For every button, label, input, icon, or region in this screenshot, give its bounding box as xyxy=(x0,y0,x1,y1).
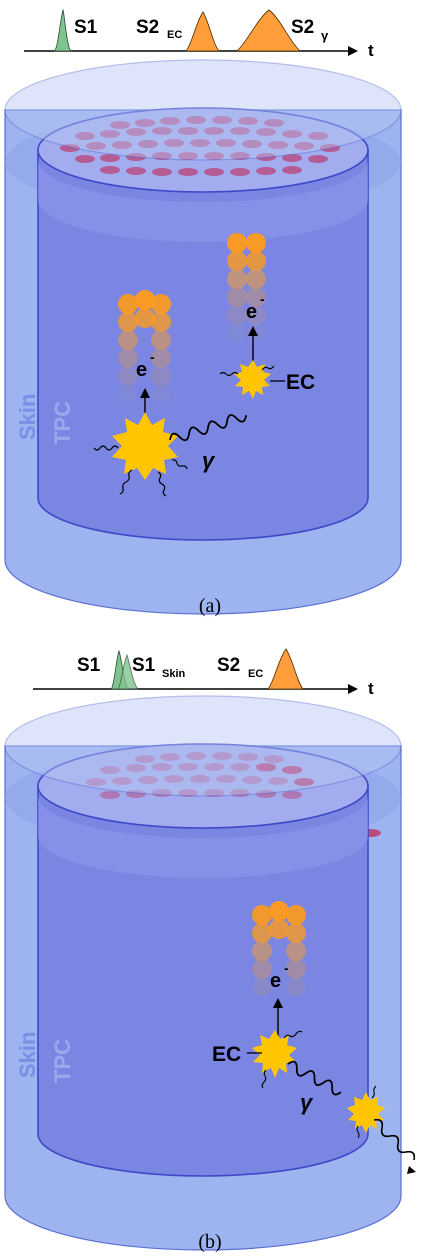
tpc-label: TPC xyxy=(50,401,75,445)
timeline-a: S1 S2 EC S2 γ t xyxy=(24,8,374,60)
electron-cloud xyxy=(252,901,306,996)
electron-sup: - xyxy=(284,960,289,976)
s2-ec-pulse xyxy=(267,648,304,690)
electron-label-left: e xyxy=(136,359,147,381)
s2-ec-subscript: EC xyxy=(248,668,263,680)
ec-label: EC xyxy=(286,371,315,394)
s2-ec-subscript: EC xyxy=(167,29,182,41)
s1-label: S1 xyxy=(74,17,98,38)
s2-gamma-subscript: γ xyxy=(321,28,329,43)
skin-flash xyxy=(347,1085,385,1139)
s1-skin-pulse xyxy=(117,653,139,690)
skin-top-lid xyxy=(4,59,402,161)
timeline-b: S1 S1 Skin S2 EC t xyxy=(33,648,374,698)
s1-skin-label: S1 xyxy=(132,655,156,676)
skin-top-lid xyxy=(4,695,402,797)
gamma-escape-path xyxy=(373,1118,416,1161)
electron-sup-right: - xyxy=(260,291,265,307)
caption-a: (a) xyxy=(199,595,221,617)
s2-ec-pulse xyxy=(185,11,220,52)
caption-b: (b) xyxy=(198,1231,221,1253)
electron-cloud-right xyxy=(227,233,266,342)
s2-gamma-pulse xyxy=(235,9,302,52)
gamma-escape-arrowhead xyxy=(407,1166,416,1174)
interaction-flash-large xyxy=(93,412,188,497)
tpc-volume xyxy=(37,107,369,541)
s1-skin-subscript: Skin xyxy=(162,668,186,680)
skin-label: Skin xyxy=(15,1032,40,1078)
gamma-path xyxy=(287,1060,342,1096)
s2-ec-label: S2 xyxy=(136,17,159,38)
s2-ec-label: S2 xyxy=(217,655,240,676)
skin-label: Skin xyxy=(15,394,40,440)
pmt-dots xyxy=(86,752,314,799)
ec-label: EC xyxy=(212,1043,241,1066)
electron-label: e xyxy=(270,970,281,992)
tpc-volume xyxy=(37,743,369,1177)
ec-flash xyxy=(252,1030,303,1089)
time-axis-label: t xyxy=(368,679,374,698)
tpc-label: TPC xyxy=(50,1039,75,1083)
panel-b: S1 S1 Skin S2 EC t xyxy=(4,648,416,1253)
gamma-label: γ xyxy=(202,448,216,473)
s1-pulse xyxy=(53,8,73,52)
electron-sup-left: - xyxy=(150,349,155,365)
ec-flash xyxy=(219,360,275,399)
panel-a: S1 S2 EC S2 γ t Skin xyxy=(4,8,402,617)
s2-gamma-label: S2 xyxy=(291,17,314,38)
time-axis-label: t xyxy=(368,41,374,60)
gamma-label: γ xyxy=(300,1090,314,1115)
pmt-array-top xyxy=(37,743,369,829)
electron-label-right: e xyxy=(246,301,257,323)
electron-cloud-left xyxy=(118,290,171,403)
gamma-path xyxy=(169,414,247,442)
s1-label: S1 xyxy=(77,655,101,676)
pmt-dots xyxy=(60,116,340,176)
